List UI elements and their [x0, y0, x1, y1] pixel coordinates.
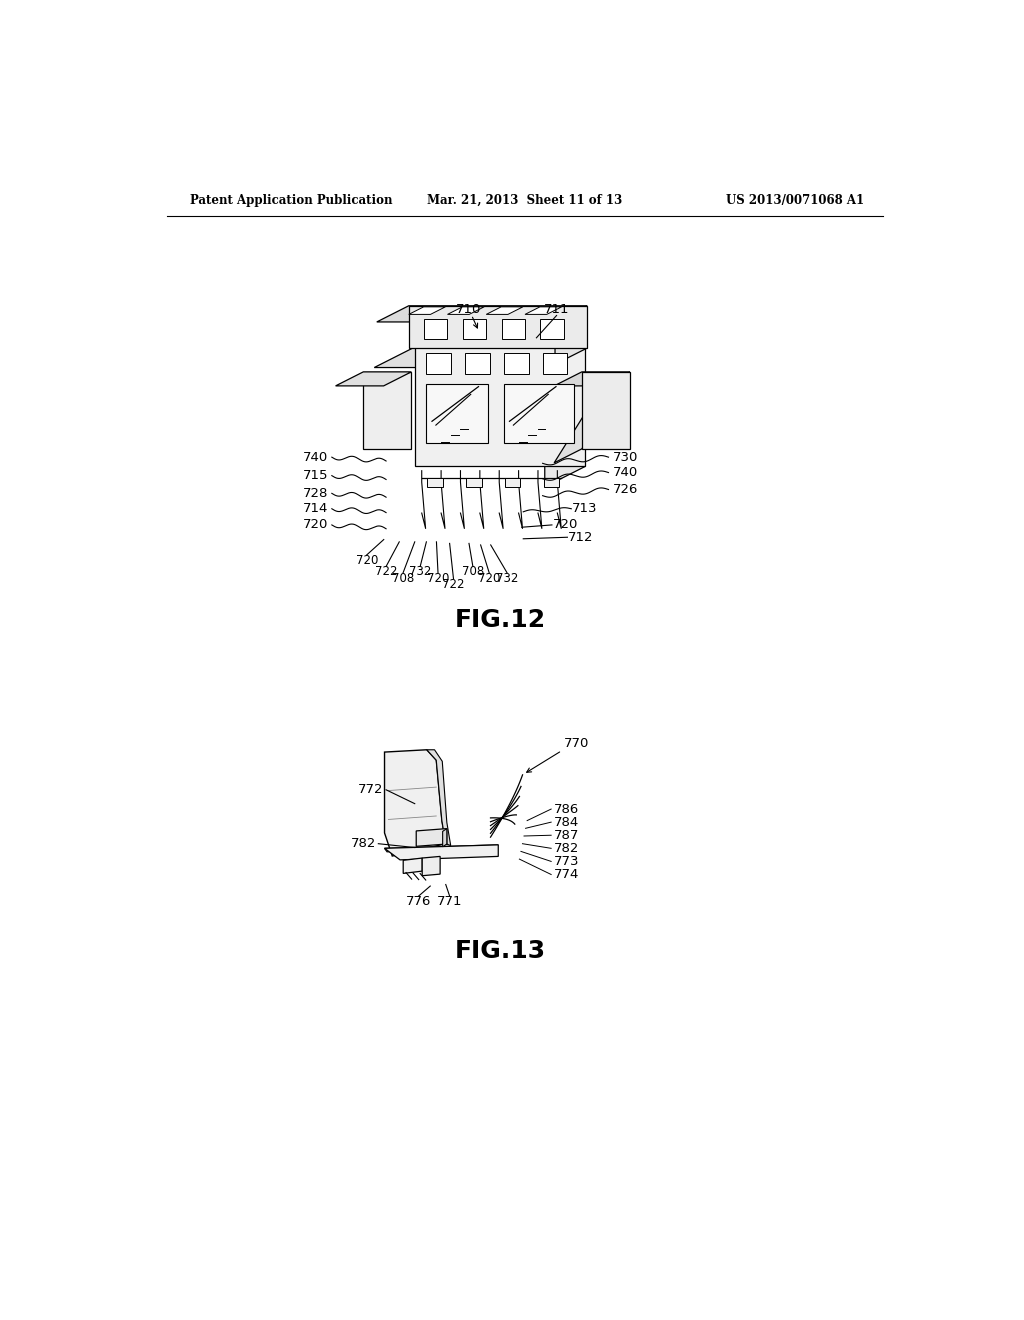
Polygon shape [544, 478, 559, 487]
Polygon shape [364, 372, 412, 449]
Text: 771: 771 [437, 895, 463, 908]
Text: Patent Application Publication: Patent Application Publication [190, 194, 392, 207]
Polygon shape [427, 750, 451, 846]
Text: 770: 770 [564, 737, 590, 750]
Polygon shape [409, 306, 587, 348]
Polygon shape [385, 750, 445, 855]
Polygon shape [416, 829, 446, 846]
Text: 784: 784 [554, 816, 580, 829]
Text: US 2013/0071068 A1: US 2013/0071068 A1 [726, 194, 864, 207]
Text: 720: 720 [427, 572, 450, 585]
Text: 730: 730 [612, 450, 638, 463]
Text: 722: 722 [375, 565, 397, 578]
Text: 714: 714 [302, 502, 328, 515]
Text: FIG.13: FIG.13 [455, 940, 546, 964]
Text: 722: 722 [442, 578, 465, 591]
Polygon shape [447, 306, 484, 314]
Text: 711: 711 [544, 302, 569, 315]
Polygon shape [543, 354, 567, 374]
Text: 713: 713 [572, 502, 598, 515]
Polygon shape [403, 858, 422, 874]
Text: 732: 732 [496, 572, 518, 585]
Polygon shape [554, 372, 630, 385]
Text: 782: 782 [554, 842, 580, 855]
Polygon shape [409, 306, 445, 314]
Polygon shape [555, 306, 587, 364]
Polygon shape [541, 319, 564, 339]
Polygon shape [504, 384, 573, 444]
Text: 710: 710 [457, 302, 481, 315]
Text: 782: 782 [350, 837, 376, 850]
Polygon shape [465, 354, 489, 374]
Text: 776: 776 [406, 895, 431, 908]
Text: Mar. 21, 2013  Sheet 11 of 13: Mar. 21, 2013 Sheet 11 of 13 [427, 194, 623, 207]
Polygon shape [424, 319, 447, 339]
Text: 720: 720 [478, 572, 501, 585]
Polygon shape [336, 372, 412, 385]
Polygon shape [554, 372, 630, 463]
Text: 732: 732 [409, 565, 431, 578]
Text: 774: 774 [554, 869, 580, 880]
Text: FIG.12: FIG.12 [455, 609, 546, 632]
Text: 772: 772 [358, 783, 384, 796]
Polygon shape [385, 845, 499, 859]
Polygon shape [422, 857, 440, 875]
Text: 712: 712 [568, 531, 594, 544]
Polygon shape [374, 347, 586, 367]
Polygon shape [502, 319, 525, 339]
Text: 720: 720 [355, 554, 378, 566]
Polygon shape [426, 384, 488, 444]
Polygon shape [377, 306, 587, 322]
Polygon shape [385, 845, 499, 851]
Text: 728: 728 [302, 487, 328, 500]
Text: 715: 715 [302, 469, 328, 482]
Polygon shape [466, 478, 481, 487]
Polygon shape [504, 354, 528, 374]
Text: 740: 740 [612, 466, 638, 479]
Text: 726: 726 [612, 483, 638, 496]
Text: 708: 708 [462, 565, 484, 578]
Polygon shape [415, 347, 586, 466]
Text: 787: 787 [554, 829, 580, 842]
Polygon shape [545, 347, 586, 487]
Polygon shape [486, 306, 523, 314]
Polygon shape [442, 829, 446, 847]
Polygon shape [505, 478, 520, 487]
Text: 720: 720 [302, 519, 328, 532]
Text: 720: 720 [553, 519, 579, 532]
Polygon shape [582, 372, 630, 449]
Text: 708: 708 [392, 572, 415, 585]
Polygon shape [427, 478, 442, 487]
Text: 786: 786 [554, 803, 580, 816]
Text: 773: 773 [554, 855, 580, 869]
Text: 740: 740 [303, 450, 328, 463]
Polygon shape [525, 306, 561, 314]
Polygon shape [463, 319, 486, 339]
Polygon shape [426, 354, 452, 374]
